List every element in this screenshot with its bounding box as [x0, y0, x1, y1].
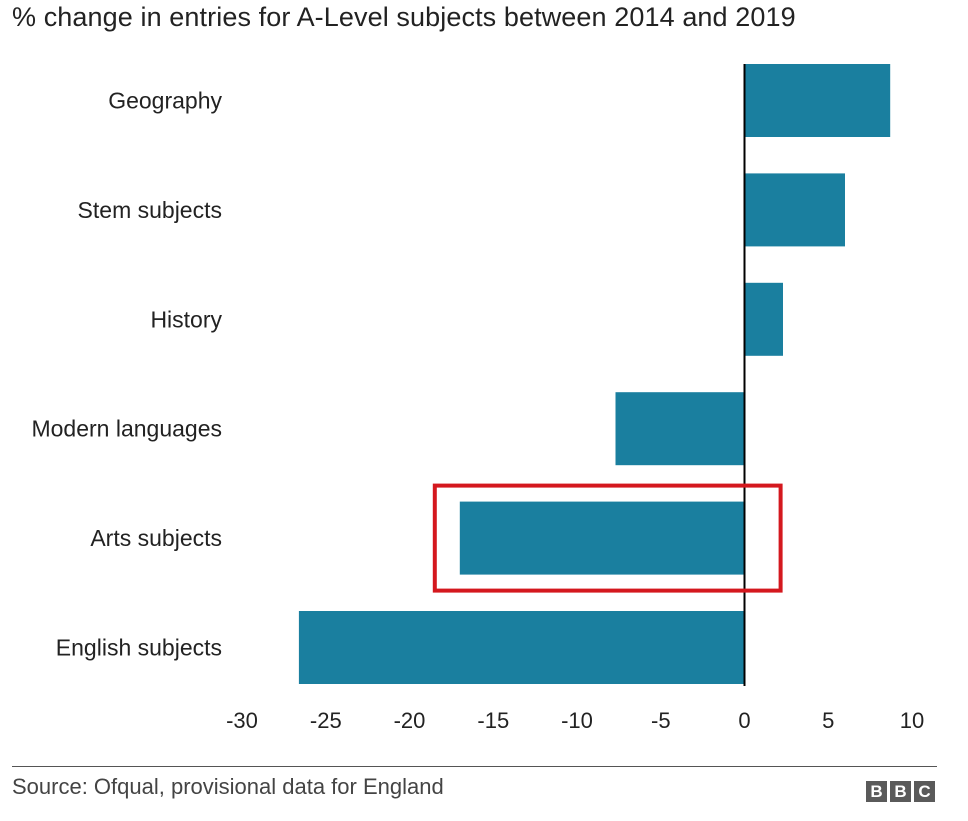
logo-letter: B — [866, 781, 887, 802]
bar — [459, 501, 745, 575]
bar — [744, 64, 891, 137]
highlight-box — [432, 483, 783, 593]
logo-letter: C — [914, 781, 935, 802]
bbc-logo: B B C — [866, 781, 935, 802]
x-tick-label: -25 — [310, 708, 342, 733]
bar-chart: Geography Stem subjects History Modern lang… — [31, 64, 924, 733]
category-label: English subjects — [56, 635, 222, 661]
bar — [744, 282, 783, 356]
x-tick-label: -10 — [561, 708, 593, 733]
x-tick-label: -15 — [477, 708, 509, 733]
x-tick-label: -30 — [226, 708, 258, 733]
category-label: History — [150, 306, 222, 332]
x-tick-label: 0 — [738, 708, 750, 733]
chart-title: % change in entries for A-Level subjects… — [12, 2, 796, 32]
x-tick-label: 5 — [822, 708, 834, 733]
x-tick-label: -20 — [394, 708, 426, 733]
bar — [298, 611, 745, 684]
category-label: Arts subjects — [90, 525, 222, 551]
x-tick-label: -5 — [651, 708, 671, 733]
footer-divider — [12, 766, 937, 767]
logo-letter: B — [890, 781, 911, 802]
source-note: Source: Ofqual, provisional data for Eng… — [12, 774, 444, 799]
bar — [744, 173, 845, 247]
category-label: Stem subjects — [78, 197, 222, 223]
category-label: Geography — [108, 88, 222, 114]
x-tick-label: 10 — [900, 708, 924, 733]
category-label: Modern languages — [31, 416, 222, 442]
bar — [615, 392, 745, 466]
